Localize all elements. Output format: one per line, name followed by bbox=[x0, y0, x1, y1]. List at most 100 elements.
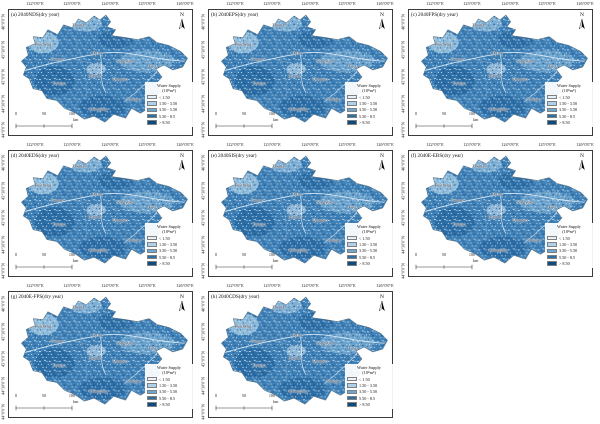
axis-tick-label: 122°0'0"E bbox=[226, 283, 244, 288]
legend-swatch bbox=[547, 120, 557, 125]
map-panel: 122°0'0"E 123°0'0"E 124°0'0"E 125°0'0"E … bbox=[0, 141, 200, 282]
city-label-fuyu: Fuyu bbox=[348, 345, 358, 351]
legend-title: Water Supply (10⁸m³) bbox=[547, 224, 591, 234]
axis-tick-label: 124°0'0"E bbox=[501, 1, 519, 6]
legend-swatch bbox=[547, 255, 557, 260]
city-label-tongyu: Tongyu bbox=[52, 362, 66, 368]
legend-swatch bbox=[147, 120, 157, 125]
legend-class: 1.50 - 3.50 bbox=[547, 101, 591, 106]
legend-swatch bbox=[147, 396, 157, 401]
axis-tick-label: 44°0'0"N bbox=[200, 122, 206, 138]
legend-title: Water Supply (10⁸m³) bbox=[347, 83, 391, 93]
north-arrow: N bbox=[178, 153, 186, 171]
legend-title-line2: (10⁸m³) bbox=[362, 88, 376, 94]
city-label-qianan: Qian'an bbox=[488, 73, 502, 79]
axis-tick-label: 124°0'0"E bbox=[101, 283, 119, 288]
legend: Water Supply (10⁸m³) < 1.50 1.50 - 3.50 … bbox=[145, 364, 193, 409]
city-label-tongyu: Tongyu bbox=[452, 80, 466, 86]
scale-bar-numbers: 0 50 100 bbox=[14, 252, 86, 257]
scale-bar-line bbox=[415, 123, 473, 129]
legend-class: 1.50 - 3.50 bbox=[147, 383, 191, 388]
legend-class: < 1.50 bbox=[147, 95, 191, 100]
city-label-zhenlai: Zhenlai bbox=[472, 163, 486, 169]
city-label-songyuan: Songyuan bbox=[516, 199, 534, 205]
legend-swatch bbox=[547, 107, 557, 112]
axis-tick-label: 122°0'0"E bbox=[26, 142, 44, 147]
legend-swatch bbox=[347, 235, 357, 241]
city-label-tongyu: Tongyu bbox=[252, 221, 266, 227]
legend-swatch bbox=[547, 242, 557, 247]
city-label-daan: Da'an bbox=[91, 191, 103, 197]
axis-tick-label: 45°30'0"N bbox=[200, 322, 206, 342]
compass-needle-icon bbox=[178, 19, 185, 30]
legend: Water Supply (10⁸m³) < 1.50 1.50 - 3.50 … bbox=[345, 223, 393, 268]
legend-swatch bbox=[147, 255, 157, 260]
legend-swatch bbox=[547, 101, 557, 106]
legend-class-label: 1.50 - 3.50 bbox=[159, 382, 178, 388]
axis-tick-label: 125°0'0"E bbox=[138, 142, 156, 147]
north-label: N bbox=[180, 153, 184, 159]
legend-class-label: 3.50 - 5.50 bbox=[159, 389, 178, 395]
panel-title: (a) 2040NDS(dry year) bbox=[11, 11, 60, 18]
legend-class-label: > 8.50 bbox=[359, 402, 370, 408]
axis-tick-label: 126°0'0"E bbox=[376, 283, 394, 288]
scale-bar-numbers: 0 50 100 bbox=[14, 111, 86, 116]
legend-swatch bbox=[147, 242, 157, 247]
legend-title: Water Supply (10⁸m³) bbox=[147, 365, 191, 375]
legend-class: 3.50 - 5.50 bbox=[547, 248, 591, 253]
map-panel: 122°0'0"E 123°0'0"E 124°0'0"E 125°0'0"E … bbox=[400, 141, 600, 282]
scale-bar: 0 50 100 km bbox=[14, 111, 86, 129]
panel-title: (f) 2040E-EBS(dry year) bbox=[411, 152, 463, 159]
legend-class-label: 3.50 - 5.50 bbox=[159, 248, 178, 254]
legend-class: < 1.50 bbox=[347, 236, 391, 241]
legend-title-line1: Water Supply bbox=[557, 83, 581, 88]
map-frame: (c) 2040FPS(dry year) N Zhenlai Baicheng… bbox=[408, 9, 593, 136]
legend-class-label: 3.50 - 5.50 bbox=[159, 107, 178, 113]
legend-swatch bbox=[347, 383, 357, 388]
axis-tick-label: 124°0'0"E bbox=[301, 1, 319, 6]
city-label-zhenlai: Zhenlai bbox=[72, 22, 86, 28]
legend-title-line2: (10⁸m³) bbox=[162, 370, 176, 376]
city-label-daan: Da'an bbox=[291, 50, 303, 56]
axis-tick-label: 44°0'0"N bbox=[200, 263, 206, 279]
city-label-taonan: Taonan bbox=[250, 56, 264, 62]
axis-tick-label: 46°0'0"N bbox=[0, 14, 6, 30]
city-label-zhenlai: Zhenlai bbox=[272, 22, 286, 28]
city-label-changling: Changling bbox=[88, 106, 108, 112]
axis-tick-label: 125°0'0"E bbox=[538, 142, 556, 147]
legend-swatch bbox=[147, 402, 157, 407]
legend-class-label: 5.50 - 8.5 bbox=[559, 113, 576, 119]
axis-tick-label: 45°0'0"N bbox=[0, 351, 6, 367]
legend-swatch bbox=[147, 114, 157, 119]
axis-tick-label: 45°30'0"N bbox=[200, 40, 206, 60]
city-label-taonan: Taonan bbox=[250, 338, 264, 344]
scale-bar-line bbox=[215, 123, 273, 129]
city-label-changling: Changling bbox=[288, 388, 308, 394]
legend-title-line1: Water Supply bbox=[557, 224, 581, 229]
legend-class: > 8.50 bbox=[147, 120, 191, 125]
legend-class: > 8.50 bbox=[147, 402, 191, 407]
city-label-songyuan: Songyuan bbox=[316, 199, 334, 205]
scale-bar: 0 50 100 km bbox=[414, 111, 486, 129]
legend-class: 3.50 - 5.50 bbox=[547, 107, 591, 112]
axis-tick-label: 46°0'0"N bbox=[400, 14, 406, 30]
legend: Water Supply (10⁸m³) < 1.50 1.50 - 3.50 … bbox=[345, 82, 393, 127]
axis-tick-label: 45°30'0"N bbox=[400, 181, 406, 201]
axis-tick-label: 46°0'0"N bbox=[200, 155, 206, 171]
city-label-baicheng: Baicheng bbox=[234, 182, 252, 188]
axis-tick-label: 44°0'0"N bbox=[0, 404, 6, 420]
legend-swatch bbox=[347, 114, 357, 119]
axis-tick-label: 44°30'0"N bbox=[200, 94, 206, 114]
legend-class: 1.50 - 3.50 bbox=[147, 242, 191, 247]
scale-bar-numbers: 0 50 100 bbox=[414, 111, 486, 116]
axis-tick-label: 46°0'0"N bbox=[400, 155, 406, 171]
scale-unit-label: km bbox=[473, 117, 479, 122]
legend-swatch bbox=[547, 235, 557, 241]
legend-class-label: 5.50 - 8.5 bbox=[359, 395, 376, 401]
axis-tick-label: 126°0'0"E bbox=[176, 142, 194, 147]
axis-tick-label: 122°0'0"E bbox=[26, 1, 44, 6]
legend-swatch bbox=[147, 94, 157, 100]
scale-tick-label: 0 bbox=[214, 252, 218, 257]
city-label-tongyu: Tongyu bbox=[52, 80, 66, 86]
legend-title-line1: Water Supply bbox=[157, 83, 181, 88]
